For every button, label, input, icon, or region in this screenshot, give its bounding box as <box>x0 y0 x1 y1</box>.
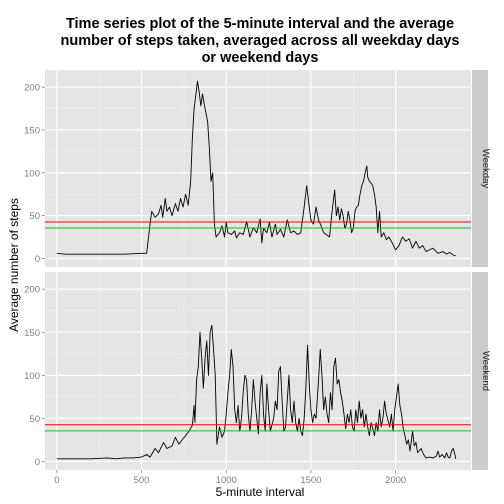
y-tick-label: 50 <box>29 414 40 425</box>
chart-title-line-2: number of steps taken, averaged across a… <box>61 33 460 49</box>
series-line <box>56 324 457 460</box>
y-tick-label: 0 <box>35 254 40 265</box>
x-tick-label: 500 <box>134 475 150 486</box>
x-tick-label: 1500 <box>300 475 321 486</box>
chart-title-line-3: or weekend days <box>202 50 319 66</box>
y-tick-label: 150 <box>24 125 40 136</box>
y-tick-label: 150 <box>24 328 40 339</box>
facet-strip <box>472 70 488 267</box>
y-tick-label: 50 <box>29 211 40 222</box>
series-line <box>56 80 456 257</box>
panel-weekend: 0 50 100 150 200 Weekend 0 500 1000 1500 2000 <box>24 272 491 486</box>
panel-background <box>45 272 471 470</box>
chart-title-line-1: Time series plot of the 5-minute interva… <box>66 16 454 32</box>
y-tick-label: 200 <box>24 83 40 94</box>
x-tick-label: 1000 <box>216 475 237 486</box>
facet-strip-label: Weekday <box>480 149 491 189</box>
y-axis-title: Average number of steps <box>7 198 21 332</box>
y-tick-label: 0 <box>35 457 40 468</box>
facet-strip-label: Weekend <box>480 351 491 391</box>
x-axis-title: 5-minute interval <box>216 485 305 499</box>
facet-strip <box>472 272 488 470</box>
x-tick-label: 0 <box>54 475 59 486</box>
y-tick-label: 200 <box>24 285 40 296</box>
y-tick-label: 100 <box>24 371 40 382</box>
panel-background <box>45 70 471 267</box>
y-tick-label: 100 <box>24 168 40 179</box>
panel-weekday: 0 50 100 150 200 Weekday <box>24 70 491 267</box>
facet-panels: 0 50 100 150 200 Weekday 0 50 100 150 200 Weekend 0 5… <box>24 70 491 486</box>
x-tick-label: 2000 <box>385 475 406 486</box>
